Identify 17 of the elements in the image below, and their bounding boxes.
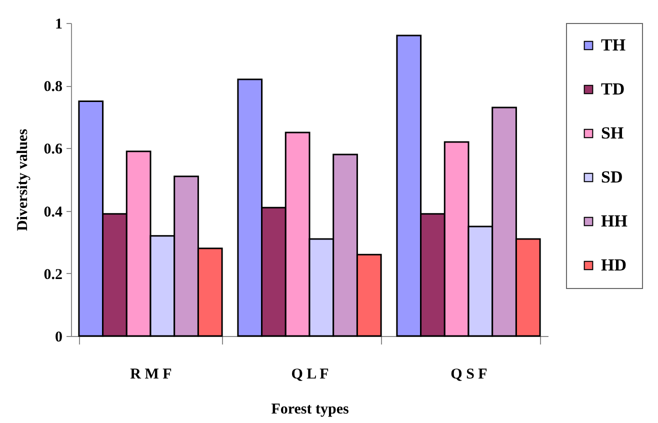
legend-label: SD (601, 168, 623, 186)
y-tick-label: 0 (55, 330, 62, 346)
x-tick-label: R M F (130, 366, 172, 382)
y-tick-label: 0.4 (44, 204, 63, 220)
legend-label: TD (601, 80, 625, 98)
legend-label: HH (601, 212, 628, 230)
legend-label: HD (601, 256, 626, 274)
x-tick-label: Q S F (450, 366, 488, 382)
y-tick-label: 0.6 (44, 142, 63, 158)
legend-label: SH (601, 124, 624, 142)
y-axis-title: Diversity values (14, 128, 31, 232)
x-tick-label: Q L F (291, 366, 329, 382)
x-axis-title: Forest types (271, 402, 349, 418)
y-tick-label: 1 (55, 16, 62, 32)
legend-label: TH (601, 36, 626, 54)
y-tick-label: 0.2 (44, 266, 62, 283)
y-tick-label: 0.8 (44, 79, 62, 96)
